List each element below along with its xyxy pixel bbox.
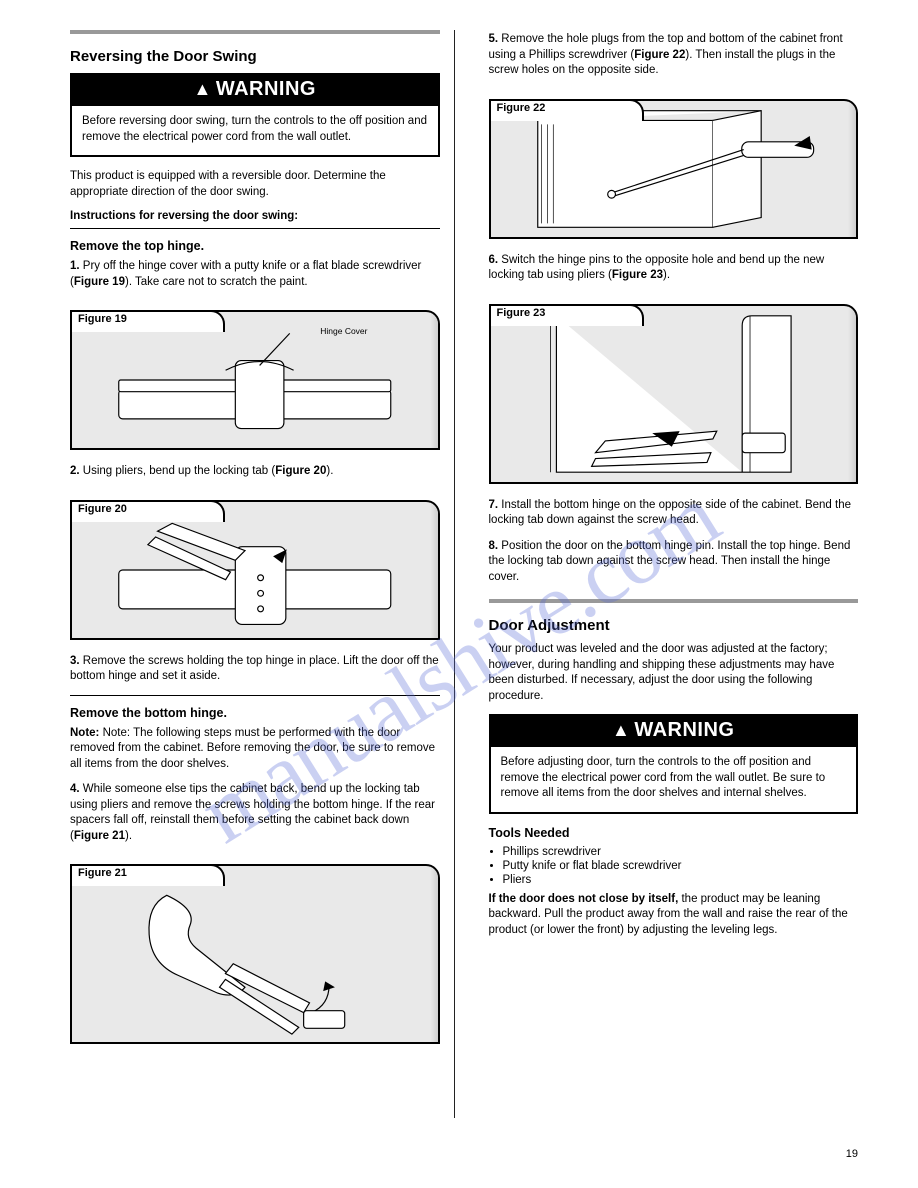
note-remove-door: Note: Note: The following steps must be … xyxy=(70,726,440,773)
tools-needed-title: Tools Needed xyxy=(489,826,859,840)
step-7: 7. Install the bottom hinge on the oppos… xyxy=(489,498,859,529)
figure-23: Figure 23 xyxy=(489,304,859,484)
figure-ref: Figure 20 xyxy=(275,465,326,477)
step-text: Using pliers, bend up the locking tab ( xyxy=(83,465,275,477)
figure-label: Figure 20 xyxy=(78,503,127,515)
reversible-door-intro: This product is equipped with a reversib… xyxy=(70,169,440,200)
figure-ref: Figure 22 xyxy=(634,49,685,61)
figure-19-art xyxy=(72,312,438,448)
step-number: 1. xyxy=(70,260,80,272)
step-number: 6. xyxy=(489,254,499,266)
warning-header: ▲WARNING xyxy=(491,716,857,747)
section-rule xyxy=(489,599,859,603)
figure-ref: Figure 23 xyxy=(612,269,663,281)
step-6: 6. Switch the hinge pins to the opposite… xyxy=(489,253,859,284)
step-1: 1. Pry off the hinge cover with a putty … xyxy=(70,259,440,290)
reversing-door-title: Reversing the Door Swing xyxy=(70,48,440,65)
figure-label: Figure 22 xyxy=(497,102,546,114)
figure-22: Figure 22 xyxy=(489,99,859,239)
right-column: 5. Remove the hole plugs from the top an… xyxy=(479,30,859,1118)
step-text-trail: ). xyxy=(125,830,132,842)
section-rule xyxy=(70,30,440,34)
warning-label: WARNING xyxy=(216,78,316,100)
divider xyxy=(70,228,440,229)
warning-body-text: Before adjusting door, turn the controls… xyxy=(491,747,857,812)
door-close-title: If the door does not close by itself, xyxy=(489,893,679,905)
step-text: Position the door on the bottom hinge pi… xyxy=(489,540,851,583)
warning-label: WARNING xyxy=(634,719,734,741)
figure-21: Figure 21 xyxy=(70,864,440,1044)
figure-21-art xyxy=(72,866,438,1042)
page-number: 19 xyxy=(846,1148,858,1160)
step-8: 8. Position the door on the bottom hinge… xyxy=(489,539,859,586)
figure-23-art xyxy=(491,306,857,482)
figure-20-art xyxy=(72,502,438,638)
tool-item: Pliers xyxy=(503,874,859,886)
warning-icon: ▲ xyxy=(194,79,212,100)
figure-label: Figure 19 xyxy=(78,313,127,325)
step-number: 5. xyxy=(489,33,499,45)
figure-20: Figure 20 xyxy=(70,500,440,640)
divider xyxy=(70,695,440,696)
note-text: Note: The following steps must be perfor… xyxy=(70,727,435,770)
figure-ref: Figure 19 xyxy=(74,276,125,288)
step-number: 7. xyxy=(489,499,499,511)
step-number: 8. xyxy=(489,540,499,552)
warning-body-text: Before reversing door swing, turn the co… xyxy=(72,106,438,155)
warning-box-reversing: ▲WARNING Before reversing door swing, tu… xyxy=(70,73,440,157)
figure-label: Figure 21 xyxy=(78,867,127,879)
step-text-trail: ). xyxy=(663,269,670,281)
step-number: 3. xyxy=(70,655,80,667)
figure-label: Figure 23 xyxy=(497,307,546,319)
step-text: Install the bottom hinge on the opposite… xyxy=(489,499,852,527)
tools-list: Phillips screwdriver Putty knife or flat… xyxy=(503,846,859,886)
tool-item: Phillips screwdriver xyxy=(503,846,859,858)
warning-box-adjust: ▲WARNING Before adjusting door, turn the… xyxy=(489,714,859,814)
remove-bottom-hinge-title: Remove the bottom hinge. xyxy=(70,706,440,720)
door-adjustment-body: Your product was leveled and the door wa… xyxy=(489,642,859,704)
step-4: 4. While someone else tips the cabinet b… xyxy=(70,782,440,844)
warning-icon: ▲ xyxy=(612,720,630,741)
figure-ref: Figure 21 xyxy=(74,830,125,842)
step-text-trail: ). Take care not to scratch the paint. xyxy=(125,276,308,288)
warning-header: ▲WARNING xyxy=(72,75,438,106)
left-column: Reversing the Door Swing ▲WARNING Before… xyxy=(70,30,455,1118)
remove-top-hinge-title: Remove the top hinge. xyxy=(70,239,440,253)
step-5: 5. Remove the hole plugs from the top an… xyxy=(489,32,859,79)
manual-page: Reversing the Door Swing ▲WARNING Before… xyxy=(0,0,918,1188)
step-number: 2. xyxy=(70,465,80,477)
step-2: 2. Using pliers, bend up the locking tab… xyxy=(70,464,440,480)
step-text-trail: ). xyxy=(326,465,333,477)
door-close-para: If the door does not close by itself, th… xyxy=(489,892,859,939)
step-text: Remove the screws holding the top hinge … xyxy=(70,655,439,683)
step-number: 4. xyxy=(70,783,80,795)
door-adjustment-title: Door Adjustment xyxy=(489,617,859,634)
step-3: 3. Remove the screws holding the top hin… xyxy=(70,654,440,685)
tool-item: Putty knife or flat blade screwdriver xyxy=(503,860,859,872)
figure-22-art xyxy=(491,101,857,237)
instructions-title: Instructions for reversing the door swin… xyxy=(70,210,440,222)
figure-19: Figure 19 Hinge Cover xyxy=(70,310,440,450)
